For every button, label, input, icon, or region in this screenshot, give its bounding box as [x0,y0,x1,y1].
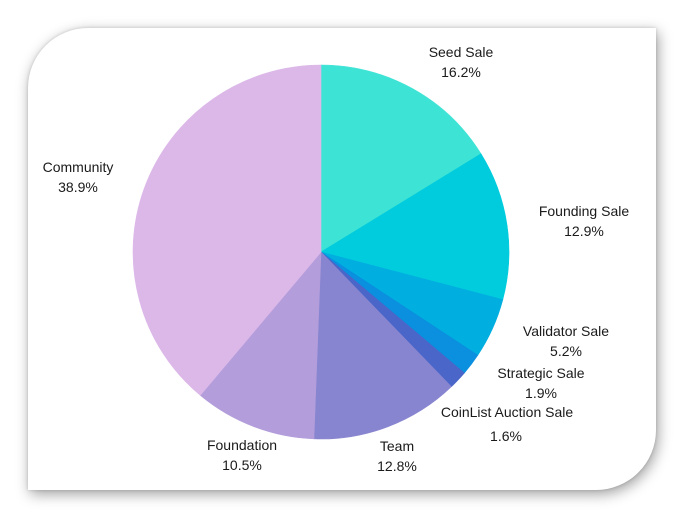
label-strategic-sale-value: 1.9% [525,385,557,401]
label-community: Community 38.9% [43,159,114,195]
label-seed-sale: Seed Sale 16.2% [429,44,494,80]
pie-slice-foundation [199,251,322,440]
label-strategic-sale: Strategic Sale 1.9% [497,365,584,401]
pie-slices [132,64,510,440]
label-validator-sale-value: 5.2% [550,343,582,359]
pie-slice-team [313,251,452,440]
label-team: Team 12.8% [377,438,417,474]
label-validator-sale: Validator Sale 5.2% [523,323,609,359]
label-community-name: Community [43,159,114,175]
pie-slice-community [132,64,322,396]
label-foundation-value: 10.5% [222,457,262,473]
pie-slice-seed-sale [320,64,482,253]
label-coinlist-auction-sale-value: 1.6% [490,428,522,444]
label-founding-sale-value: 12.9% [564,223,604,239]
label-coinlist-auction-sale: CoinList Auction Sale 1.6% [441,404,574,444]
label-seed-sale-name: Seed Sale [429,44,494,60]
label-strategic-sale-name: Strategic Sale [497,365,584,381]
label-foundation: Foundation 10.5% [207,437,277,473]
label-team-name: Team [380,438,414,454]
label-validator-sale-name: Validator Sale [523,323,609,339]
label-team-value: 12.8% [377,458,417,474]
label-foundation-name: Foundation [207,437,277,453]
label-seed-sale-value: 16.2% [441,64,481,80]
label-founding-sale-name: Founding Sale [539,203,630,219]
label-community-value: 38.9% [58,179,98,195]
label-founding-sale: Founding Sale 12.9% [539,203,630,239]
label-coinlist-auction-sale-name: CoinList Auction Sale [441,404,574,420]
pie-slice-founding-sale [320,153,510,301]
